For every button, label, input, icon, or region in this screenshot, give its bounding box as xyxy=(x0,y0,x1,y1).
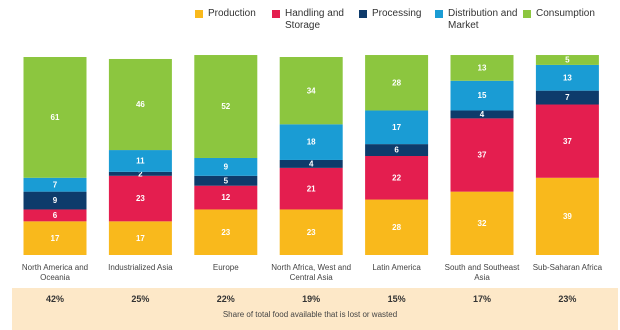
bar-segment xyxy=(108,150,172,172)
value-label: 9 xyxy=(53,196,58,205)
bar-segment xyxy=(535,90,599,105)
x-tick-label: South and Southeast Asia xyxy=(444,263,520,282)
bar-segment xyxy=(535,64,599,91)
legend-swatch xyxy=(195,10,203,18)
bar-segment xyxy=(194,55,258,158)
value-label: 18 xyxy=(307,138,316,147)
value-label: 6 xyxy=(394,146,399,155)
value-label: 4 xyxy=(309,160,314,169)
value-label: 52 xyxy=(221,102,230,111)
value-label: 17 xyxy=(51,234,60,243)
bar-segment xyxy=(450,80,514,111)
bar-segment xyxy=(23,221,87,255)
value-label: 23 xyxy=(307,228,316,237)
value-label: 17 xyxy=(392,123,401,132)
bar-segment xyxy=(450,191,514,255)
x-tick-label: North Africa, West and Central Asia xyxy=(271,263,352,282)
value-label: 9 xyxy=(224,162,229,171)
value-label: 4 xyxy=(480,110,485,119)
value-label: 37 xyxy=(563,137,572,146)
bar-segment xyxy=(365,199,429,255)
value-label: 22 xyxy=(392,173,401,182)
share-value: 22% xyxy=(216,294,235,304)
share-value: 25% xyxy=(131,294,150,304)
bar-segment xyxy=(23,177,87,192)
x-tick-label: Industrialized Asia xyxy=(108,263,173,272)
value-label: 7 xyxy=(53,180,58,189)
value-label: 39 xyxy=(563,212,572,221)
share-value: 17% xyxy=(472,294,491,304)
bar-segment xyxy=(365,156,429,200)
share-value: 42% xyxy=(45,294,64,304)
bar-segment xyxy=(450,118,514,192)
legend-item: Consumption xyxy=(523,8,606,20)
value-label: 11 xyxy=(136,157,145,166)
bar-segment xyxy=(535,177,599,255)
bar-segment xyxy=(194,157,258,176)
value-label: 2 xyxy=(138,169,143,178)
value-label: 6 xyxy=(53,211,58,220)
bar-segment xyxy=(279,124,343,160)
legend-item: Distribution and Market xyxy=(435,8,518,32)
value-label: 5 xyxy=(224,176,229,185)
bar-segment xyxy=(279,209,343,255)
x-tick-label: North America and Oceania xyxy=(21,263,89,282)
bar-segment xyxy=(365,110,429,145)
bar-segment xyxy=(194,175,258,186)
x-tick-label: Europe xyxy=(212,263,239,272)
value-label: 5 xyxy=(565,56,570,65)
legend-item: Processing xyxy=(359,8,432,20)
value-label: 15 xyxy=(478,91,487,100)
legend-item: Production xyxy=(195,8,268,20)
value-label: 23 xyxy=(221,228,230,237)
value-label: 34 xyxy=(307,86,316,95)
legend-item: Handling and Storage xyxy=(272,8,355,32)
bar-segment xyxy=(194,185,258,210)
bar-segment xyxy=(23,57,87,178)
bar-segment xyxy=(365,144,429,156)
bar-segment xyxy=(279,159,343,168)
value-label: 37 xyxy=(478,151,487,160)
bar-segment xyxy=(279,167,343,210)
bar-segment xyxy=(450,110,514,119)
share-band xyxy=(12,288,618,330)
share-value: 19% xyxy=(302,294,321,304)
legend-swatch xyxy=(272,10,280,18)
value-label: 17 xyxy=(136,234,145,243)
x-tick-label: Sub-Saharan Africa xyxy=(532,263,603,272)
legend-swatch xyxy=(435,10,443,18)
share-value: 15% xyxy=(387,294,406,304)
share-value: 23% xyxy=(558,294,577,304)
bar-segment xyxy=(535,104,599,178)
value-label: 13 xyxy=(563,73,572,82)
value-label: 13 xyxy=(478,63,487,72)
value-label: 12 xyxy=(221,193,230,202)
value-label: 23 xyxy=(136,194,145,203)
value-label: 32 xyxy=(478,219,487,228)
bar-segment xyxy=(23,191,87,210)
bar-segment xyxy=(194,209,258,255)
bar-segment xyxy=(535,55,599,65)
bar-segment xyxy=(108,58,172,151)
value-label: 61 xyxy=(51,113,60,122)
bar-segment xyxy=(108,175,172,222)
bar-segment xyxy=(108,171,172,176)
bar-segment xyxy=(279,57,343,125)
bar-segment xyxy=(108,221,172,255)
legend-swatch xyxy=(359,10,367,18)
legend-swatch xyxy=(523,10,531,18)
value-label: 28 xyxy=(392,78,401,87)
share-caption: Share of total food available that is lo… xyxy=(222,310,398,319)
value-label: 28 xyxy=(392,223,401,232)
x-tick-label: Latin America xyxy=(372,263,421,272)
bar-segment xyxy=(450,55,514,81)
value-label: 7 xyxy=(565,93,570,102)
bar-segment xyxy=(365,55,429,111)
bar-segment xyxy=(23,209,87,222)
value-label: 46 xyxy=(136,100,145,109)
value-label: 21 xyxy=(307,184,316,193)
